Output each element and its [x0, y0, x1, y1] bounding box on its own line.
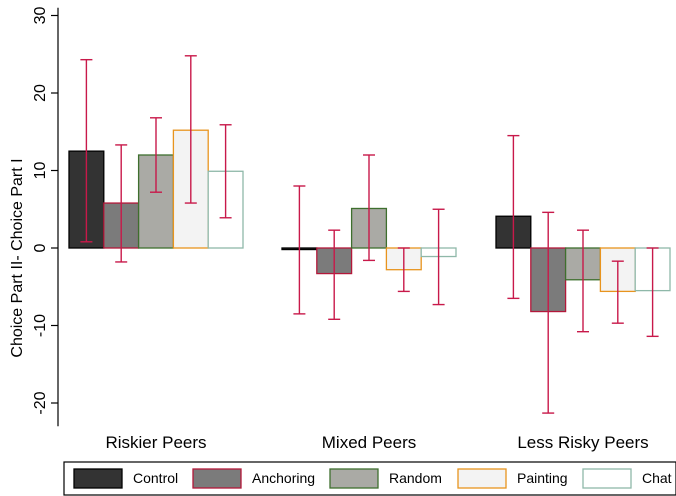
category-label: Mixed Peers [322, 433, 416, 452]
legend-label-painting: Painting [517, 470, 568, 486]
y-axis-title: Choice Part II- Choice Part I [9, 158, 26, 357]
y-tick-label: 30 [32, 7, 49, 25]
y-tick-label: -10 [32, 314, 49, 337]
legend-swatch-anchoring [193, 469, 241, 488]
legend-swatch-random [330, 469, 378, 488]
legend-label-random: Random [389, 470, 442, 486]
legend-swatch-control [74, 469, 122, 488]
legend-swatch-chat [583, 469, 631, 488]
legend-label-control: Control [133, 470, 178, 486]
legend-label-chat: Chat [642, 470, 672, 486]
y-tick-label: 20 [32, 84, 49, 102]
legend-swatch-painting [458, 469, 506, 488]
x-axis-labels: Riskier Peers Mixed Peers Less Risky Peers [105, 433, 648, 452]
y-tick-label: -20 [32, 391, 49, 414]
y-tick-label: 10 [32, 162, 49, 180]
y-tick-label: 0 [32, 243, 49, 252]
legend-label-anchoring: Anchoring [252, 470, 315, 486]
category-label: Less Risky Peers [517, 433, 648, 452]
legend: Control Anchoring Random Painting Chat [64, 462, 676, 495]
category-label: Riskier Peers [105, 433, 206, 452]
